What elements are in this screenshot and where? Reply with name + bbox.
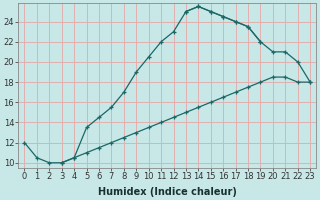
X-axis label: Humidex (Indice chaleur): Humidex (Indice chaleur): [98, 187, 237, 197]
